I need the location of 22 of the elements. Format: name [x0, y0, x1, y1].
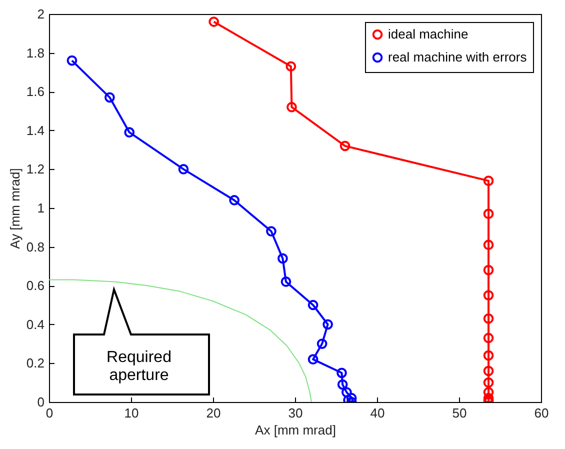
- legend-label: real machine with errors: [388, 50, 528, 64]
- x-tick-label: 60: [534, 406, 549, 420]
- y-tick-label: 1.4: [26, 122, 44, 138]
- y-tick-label: 0.6: [26, 278, 44, 294]
- y-axis-title: Ay [mm mrad]: [7, 168, 22, 249]
- y-tick-label: 1.2: [26, 162, 44, 177]
- x-axis-title: Ax [mm mrad]: [255, 422, 336, 438]
- legend-label: ideal machine: [388, 26, 468, 42]
- x-tick-label: 30: [288, 406, 303, 420]
- y-tick-label: 1: [37, 200, 44, 216]
- y-tick-label: 0.2: [26, 356, 44, 371]
- x-tick-label: 40: [370, 406, 385, 420]
- x-tick-label: 50: [452, 406, 467, 420]
- y-tick-label: 1.8: [26, 45, 44, 60]
- x-tick-label: 10: [124, 406, 139, 420]
- annotation: Required aperture: [106, 349, 172, 384]
- y-tick-label: 2: [37, 6, 44, 22]
- y-tick-label: 0.8: [26, 239, 44, 254]
- y-tick-label: 1.6: [26, 84, 44, 100]
- y-tick-label: 0: [37, 394, 44, 410]
- y-tick-label: 0.4: [26, 316, 44, 332]
- x-tick-label: 20: [206, 406, 221, 420]
